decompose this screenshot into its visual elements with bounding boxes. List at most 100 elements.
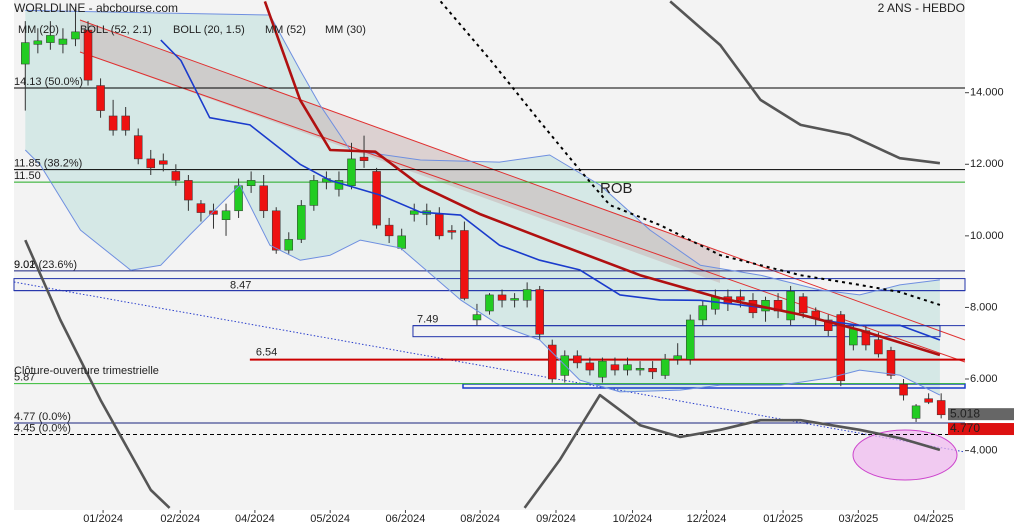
indicator-line	[263, 0, 941, 357]
candle-body	[372, 171, 381, 226]
candle-body	[246, 180, 256, 186]
channel-fill	[80, 20, 720, 283]
legend-entry: BOLL (20, 1.5)	[173, 24, 245, 36]
candle-body	[673, 355, 682, 360]
candle-body	[108, 115, 118, 131]
x-tick-label: 01/2025	[763, 513, 803, 525]
candle-body	[635, 368, 645, 371]
x-tick-label: 09/2024	[536, 513, 576, 525]
level-label: 5.87	[14, 372, 35, 384]
candle-body	[397, 235, 406, 249]
candle-body	[623, 364, 632, 371]
x-tick-label: 04/2025	[914, 513, 954, 525]
candle-body	[698, 305, 708, 321]
x-tick-label: 12/2024	[687, 513, 727, 525]
price-tag-label: 4.770	[950, 421, 980, 435]
candle-body	[823, 319, 833, 331]
candle-body	[510, 298, 519, 301]
candle-body	[685, 319, 695, 360]
highlight-ellipse	[852, 429, 958, 481]
candle-body	[874, 339, 883, 355]
candle-body	[648, 368, 657, 373]
candle-body	[798, 296, 808, 314]
y-tick-label: 12.000	[970, 158, 1004, 170]
legend-entry: MM (30)	[325, 24, 366, 36]
y-tick-label: 6.000	[970, 373, 998, 385]
indicator-line	[24, 239, 171, 509]
candle-body	[786, 291, 795, 321]
y-tick-label: 14.000	[970, 87, 1004, 99]
y-tick-label: 4.000	[970, 444, 998, 456]
candle-body	[384, 224, 394, 237]
candle-body	[497, 294, 507, 301]
level-label: 4.45 (0.0%)	[14, 422, 71, 434]
x-tick-label: 10/2024	[613, 513, 653, 525]
candle-body	[121, 115, 130, 131]
x-tick-label: 08/2024	[460, 513, 500, 525]
candle-body	[409, 210, 419, 215]
level-label: 8.47	[230, 280, 251, 292]
candle-body	[83, 29, 93, 81]
candle-body	[159, 160, 168, 165]
candle-body	[472, 314, 482, 321]
candle-body	[886, 350, 896, 376]
annotation: ROB	[600, 180, 633, 197]
candle-body	[359, 156, 369, 161]
x-tick-label: 01/2024	[83, 513, 123, 525]
level-label: 11.50	[14, 170, 41, 182]
candle-body	[184, 180, 193, 201]
candle-body	[485, 294, 494, 312]
level-label: 14.13 (50.0%)	[14, 76, 83, 88]
level-label: 4.77 (0.0%)	[14, 411, 71, 423]
indicator-line	[669, 0, 941, 165]
candle-body	[547, 344, 557, 380]
marks-layer	[21, 0, 946, 509]
x-tick-label: 06/2024	[386, 513, 426, 525]
candle-body	[936, 400, 946, 416]
candle-body	[171, 171, 181, 181]
level-label: 6.54	[256, 347, 277, 359]
level-label: 9.01	[14, 259, 35, 271]
candle-body	[146, 158, 156, 169]
candle-body	[297, 205, 306, 240]
candle-body	[71, 31, 80, 40]
candle-body	[660, 359, 670, 376]
annotation: Clôture-ouverture trimestrielle	[14, 365, 159, 377]
candle-body	[284, 239, 294, 251]
candle-body	[911, 405, 921, 419]
candle-body	[21, 42, 30, 65]
candle-body	[133, 135, 143, 160]
channel-upper	[79, 19, 966, 341]
candle-body	[924, 398, 933, 403]
candle-body	[447, 230, 457, 233]
chart-subtitle: 2 ANS - HEBDO	[878, 1, 965, 15]
indicator-line	[25, 9, 940, 296]
candle-body	[46, 35, 55, 43]
candle-body	[849, 328, 858, 346]
price-tag	[948, 423, 1014, 436]
candle-body	[259, 185, 268, 212]
x-tick-label: 03/2025	[838, 513, 878, 525]
candle-body	[33, 40, 43, 45]
legend-entry: BOLL (52, 2.1)	[80, 24, 152, 36]
legend-entry: MM (52)	[265, 24, 306, 36]
candle-body	[836, 314, 846, 382]
level-box	[412, 325, 941, 338]
indicator-line	[24, 149, 941, 396]
candle-body	[196, 203, 206, 213]
level-label: 9.02 (23.6%)	[14, 259, 77, 271]
candle-body	[610, 364, 620, 371]
level-label: 7.49	[417, 314, 438, 326]
x-tick-label: 04/2024	[235, 513, 275, 525]
candle-body	[598, 360, 607, 378]
candle-body	[535, 289, 544, 335]
y-tick-label: 8.000	[970, 301, 998, 313]
legend-entry: MM (20)	[18, 24, 59, 36]
candle-body	[522, 289, 532, 301]
candle-body	[460, 230, 469, 299]
chart-title: WORLDLINE - abcbourse.com	[14, 1, 178, 15]
price-tag-label: 5.018	[950, 406, 980, 420]
channel-lower	[79, 51, 966, 363]
candle-body	[271, 210, 281, 251]
indicator-line	[523, 393, 941, 509]
